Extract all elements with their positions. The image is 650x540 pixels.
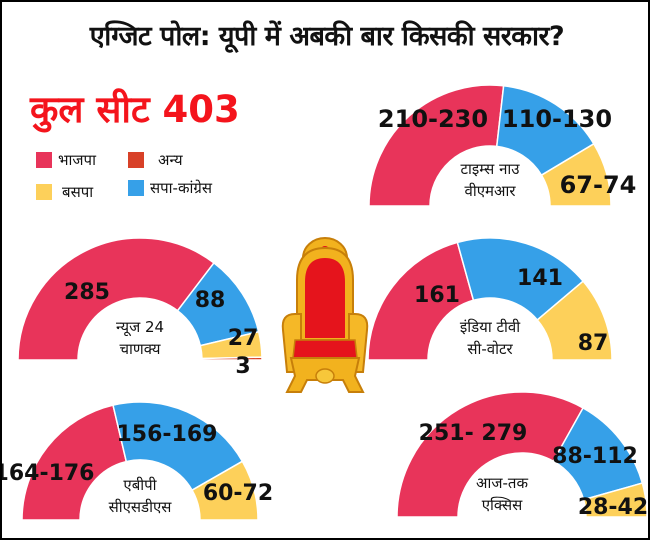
- poll-source-label: आज-तक: [476, 474, 528, 492]
- legend-item-bsp: बसपा: [36, 182, 93, 202]
- poll-source-label: एबीपी: [123, 476, 157, 494]
- segment-value-label: 285: [64, 280, 110, 305]
- segment-value-label: 3: [235, 354, 250, 379]
- gauge-segment: [17, 237, 215, 361]
- poll-source-label: एक्सिस: [482, 496, 523, 514]
- gauge-segment: [21, 404, 128, 521]
- segment-value-label: 210-230: [378, 105, 488, 133]
- gauge-segment: [456, 237, 585, 321]
- segment-value-label: 67-74: [560, 171, 637, 199]
- total-seats-label: कुल सीट 403: [30, 88, 240, 131]
- legend-item-sp-congress: सपा-कांग्रेस: [128, 178, 212, 198]
- legend-label: अन्य: [158, 151, 183, 169]
- gauge-segment: [368, 84, 505, 207]
- segment-value-label: 88-112: [552, 444, 638, 469]
- segment-value-label: 164-176: [2, 461, 94, 486]
- page-title: एग्जिट पोल: यूपी में अबकी बार किसकी सरका…: [89, 21, 565, 52]
- segment-value-label: 251- 279: [419, 421, 528, 446]
- legend-item-bjp: भाजपा: [36, 150, 96, 170]
- gauge-segment: [201, 356, 263, 361]
- poll-source-label: वीएमआर: [465, 182, 517, 200]
- gauge-segment: [396, 391, 585, 518]
- gauge-segment: [112, 401, 244, 492]
- poll-source-label: चाणक्य: [120, 340, 161, 358]
- segment-value-label: 28-42: [578, 495, 648, 520]
- gauge-abp-csds: 164-176 156-169 60-72 एबीपी सीएसडीएस: [2, 401, 273, 521]
- gauge-aajtak-axis: 251- 279 88-112 28-42 आज-तक एक्सिस: [396, 391, 648, 520]
- gauge-times-now-vmr: 210-230 110-130 67-74 टाइम्स नाउ वीएमआर: [368, 84, 637, 207]
- segment-value-label: 88: [195, 288, 226, 313]
- poll-source-label: सीएसडीएस: [109, 498, 173, 516]
- segment-value-label: 141: [517, 266, 563, 291]
- gauge-segment: [191, 460, 259, 521]
- legend-label: बसपा: [62, 183, 94, 201]
- segment-value-label: 156-169: [117, 422, 218, 447]
- legend-swatch-bsp: [36, 184, 52, 200]
- gauge-segment: [582, 482, 648, 518]
- legend-swatch-others: [128, 152, 144, 168]
- legend-swatch-bjp: [36, 152, 52, 168]
- segment-value-label: 27: [228, 326, 259, 351]
- legend-swatch-sp-congress: [128, 180, 144, 196]
- legend-item-others: अन्य: [128, 150, 183, 170]
- segment-value-label: 60-72: [203, 481, 273, 506]
- gauge-segment: [540, 142, 612, 207]
- legend-label: सपा-कांग्रेस: [150, 179, 212, 197]
- legend-label: भाजपा: [58, 151, 96, 169]
- gauge-india-tv-cvoter: 161 141 87 इंडिया टीवी सी-वोटर: [367, 237, 613, 361]
- poll-source-label: सी-वोटर: [467, 340, 513, 358]
- segment-value-label: 87: [578, 331, 609, 356]
- poll-source-label: न्यूज 24: [116, 318, 164, 337]
- gauge-segment: [367, 241, 475, 361]
- poll-source-label: टाइम्स नाउ: [460, 160, 520, 178]
- gauge-segment: [536, 280, 613, 361]
- poll-source-label: इंडिया टीवी: [460, 318, 521, 336]
- throne-icon: [281, 237, 369, 393]
- segment-value-label: 110-130: [502, 105, 612, 133]
- segment-value-label: 161: [414, 283, 460, 308]
